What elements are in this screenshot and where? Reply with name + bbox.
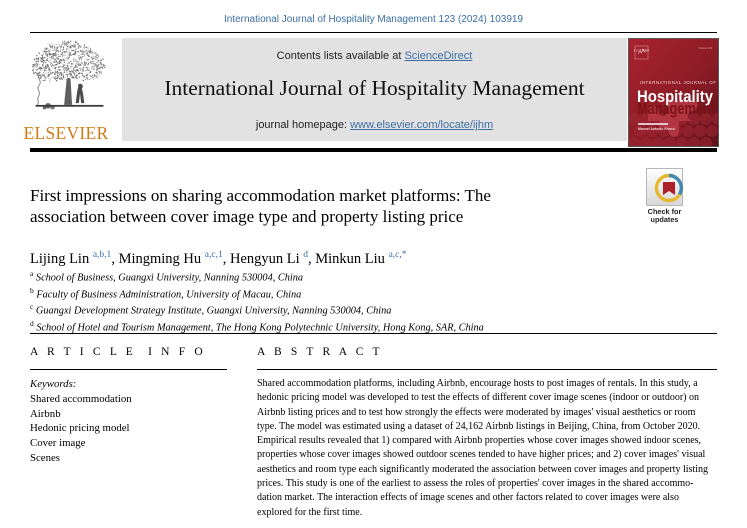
svg-text:Management: Management (637, 100, 715, 118)
svg-text:Manuel Antonio Rivera: Manuel Antonio Rivera (638, 127, 675, 131)
svg-text:INTERNATIONAL JOURNAL OF: INTERNATIONAL JOURNAL OF (640, 80, 717, 85)
svg-text:Volume 123: Volume 123 (698, 46, 712, 50)
